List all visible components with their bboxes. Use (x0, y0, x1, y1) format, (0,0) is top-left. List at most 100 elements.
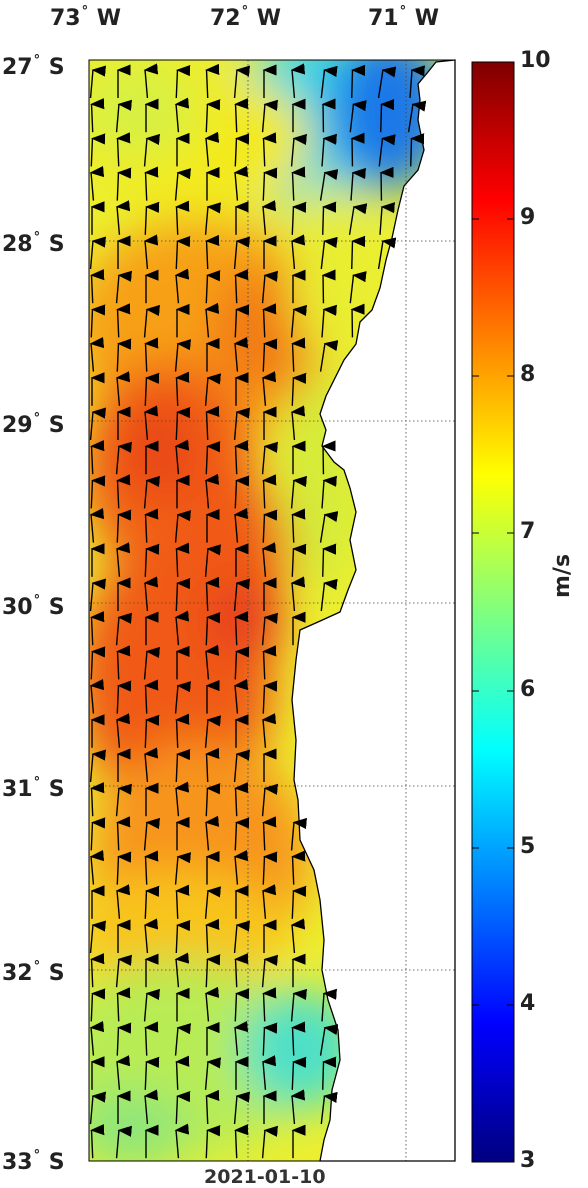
wind-arrow (144, 1056, 160, 1090)
wind-arrow (262, 851, 278, 885)
wind-arrow (204, 131, 220, 167)
wind-arrow (115, 371, 131, 406)
wind-arrow (291, 337, 306, 372)
wind-arrow (89, 407, 106, 441)
wind-arrow (89, 920, 106, 954)
wind-arrow (291, 850, 306, 885)
wind-arrow (262, 338, 278, 372)
wind-arrow (144, 372, 160, 406)
lat-label-33s: 33° S (2, 1148, 65, 1175)
lon-label-73w: 73° W (50, 4, 122, 31)
wind-arrow (261, 884, 277, 919)
wind-arrow (175, 884, 190, 919)
wind-arrow (290, 475, 307, 509)
wind-arrow (319, 1024, 339, 1056)
wind-arrow (262, 132, 277, 167)
wind-arrow (115, 1125, 132, 1159)
wind-arrow (116, 167, 132, 201)
wind-arrow (261, 270, 278, 304)
colorbar-tick-8: 8 (520, 362, 536, 387)
wind-arrow (322, 201, 337, 235)
wind-arrow (90, 269, 105, 304)
wind-arrow (290, 817, 307, 851)
wind-arrow (205, 612, 221, 646)
wind-arrow (90, 475, 106, 509)
colorbar-tick-7: 7 (520, 519, 536, 544)
wind-arrow (115, 1055, 131, 1090)
wind-arrow (234, 304, 250, 338)
wind-arrow (144, 166, 159, 201)
wind-arrow (174, 168, 191, 201)
wind-arrow (115, 99, 132, 133)
wind-arrow (89, 1091, 106, 1125)
wind-arrow (174, 97, 190, 133)
wind-arrow (116, 816, 131, 851)
wind-arrow (115, 200, 131, 235)
wind-arrow (115, 270, 132, 304)
wind-arrow (116, 509, 132, 543)
wind-arrow (174, 952, 190, 988)
wind-arrow (204, 202, 221, 235)
wind-arrow (234, 475, 250, 509)
wind-arrow (291, 543, 307, 577)
lat-label-28s: 28° S (2, 230, 65, 257)
colorbar-tick-6: 6 (520, 677, 536, 702)
lat-label-27s: 27° S (2, 53, 65, 80)
wind-arrow (290, 234, 306, 270)
wind-arrow (262, 987, 277, 1022)
wind-arrow (174, 610, 190, 646)
wind-arrow (144, 201, 160, 235)
wind-arrow (204, 302, 220, 338)
colorbar-tick-10: 10 (520, 48, 551, 73)
wind-arrow (233, 678, 249, 714)
wind-arrow (90, 440, 105, 475)
wind-arrow (89, 678, 105, 714)
wind-arrow (233, 1091, 250, 1125)
wind-arrow (351, 64, 366, 99)
wind-arrow (175, 1055, 190, 1090)
wind-arrow (143, 576, 159, 612)
wind-arrow (233, 849, 249, 885)
wind-arrow (89, 65, 106, 99)
wind-arrow (290, 405, 306, 441)
wind-arrow (205, 99, 221, 133)
wind-arrow (116, 132, 131, 167)
wind-arrow (233, 920, 250, 954)
wind-arrow (144, 337, 159, 372)
wind-arrow (380, 98, 395, 133)
wind-arrow (261, 713, 277, 748)
wind-arrow (291, 508, 306, 543)
wind-arrow (319, 340, 339, 372)
wind-arrow (233, 407, 250, 441)
wind-arrow (115, 954, 132, 988)
date-label: 2021-01-10 (204, 1166, 326, 1188)
wind-arrow (262, 680, 278, 714)
wind-arrow (378, 134, 396, 167)
wind-arrow (349, 100, 367, 133)
wind-arrow (291, 372, 307, 406)
wind-arrow (233, 336, 249, 372)
wind-arrow (116, 680, 132, 714)
wind-arrow (204, 986, 220, 1022)
wind-arrow (204, 373, 221, 406)
wind-arrow (143, 747, 159, 783)
wind-arrow (291, 1056, 307, 1090)
wind-arrow (116, 474, 131, 509)
wind-arrow (233, 749, 250, 783)
wind-arrow (174, 439, 190, 475)
wind-arrow (175, 542, 190, 577)
wind-arrow (261, 612, 278, 646)
wind-arrow (205, 234, 220, 270)
wind-arrow (290, 918, 306, 954)
wind-arrow (204, 815, 220, 851)
wind-arrow (205, 747, 220, 783)
wind-arrow (90, 988, 106, 1022)
wind-arrow (261, 954, 278, 988)
wind-arrow (204, 886, 221, 919)
wind-arrow (90, 646, 106, 680)
wind-arrow (234, 1124, 249, 1159)
wind-arrow (204, 644, 220, 680)
wind-arrow (233, 1020, 249, 1056)
wind-arrow (349, 271, 367, 304)
wind-arrow (261, 99, 278, 133)
